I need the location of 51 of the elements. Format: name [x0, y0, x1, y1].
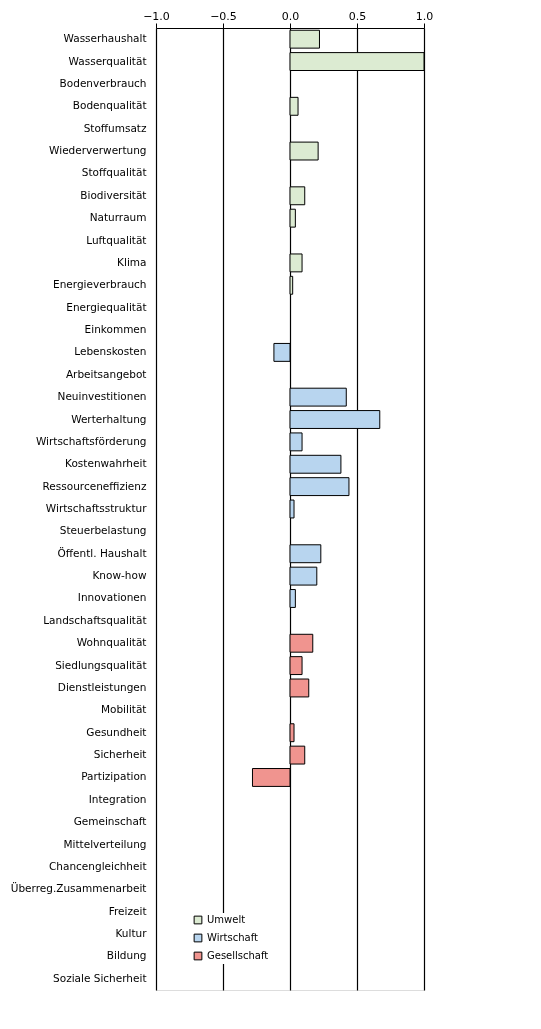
y-tick-label: Naturraum: [89, 211, 147, 224]
y-tick-label: Werterhaltung: [71, 412, 147, 425]
x-tick-label: −1.0: [143, 9, 170, 23]
legend-label: Umwelt: [207, 914, 246, 925]
y-tick-label: Partizipation: [81, 770, 147, 783]
y-tick-label: Biodiversität: [80, 188, 147, 201]
y-tick-label: Wiederverwertung: [49, 144, 147, 157]
y-tick-label: Einkommen: [84, 323, 147, 336]
x-tick-label: 0.0: [281, 9, 300, 23]
y-tick-label: Kostenwahrheit: [65, 457, 147, 470]
y-tick-label: Sicherheit: [93, 748, 147, 761]
y-tick-label: Integration: [88, 792, 147, 805]
y-tick-label: Wasserhaushalt: [63, 32, 147, 45]
y-tick-label: Freizeit: [108, 904, 147, 917]
y-tick-label: Gemeinschaft: [73, 815, 147, 828]
x-tick-label: 1.0: [415, 9, 434, 23]
y-tick-label: Stoffumsatz: [83, 121, 147, 134]
y-tick-label: Kultur: [115, 927, 148, 940]
y-tick-label: Dienstleistungen: [57, 680, 147, 693]
y-tick-label: Luftqualität: [86, 233, 147, 246]
y-tick-label: Bodenverbrauch: [59, 76, 147, 89]
y-tick-label: Wasserqualität: [68, 54, 147, 67]
y-tick-label: Landschaftsqualität: [43, 613, 147, 626]
y-tick-label: Bildung: [106, 949, 147, 962]
y-tick-label: Steuerbelastung: [59, 524, 147, 537]
y-tick-label: Neuinvestitionen: [57, 390, 147, 403]
y-tick-label: Wirtschaftsförderung: [35, 434, 147, 447]
y-tick-label: Wohnqualität: [76, 636, 147, 649]
y-tick-label: Siedlungsqualität: [55, 658, 147, 671]
x-tick-label: −0.5: [210, 9, 237, 23]
y-tick-label: Chancengleichheit: [49, 859, 147, 872]
legend-label: Gesellschaft: [207, 950, 269, 961]
y-tick-label: Innovationen: [77, 591, 147, 604]
y-tick-label: Lebenskosten: [74, 345, 147, 358]
y-tick-label: Mobilität: [100, 703, 147, 716]
y-tick-label: Klima: [117, 255, 147, 268]
y-tick-label: Energiequalität: [66, 300, 147, 313]
y-tick-label: Gesundheit: [86, 725, 147, 738]
y-tick-label: Arbeitsangebot: [65, 367, 147, 380]
y-tick-label: Mittelverteilung: [63, 837, 147, 850]
y-tick-label: Energieverbrauch: [53, 278, 147, 291]
legend-label: Wirtschaft: [207, 932, 258, 943]
y-tick-label: Ressourceneffizienz: [42, 479, 147, 492]
y-tick-label: Know-how: [92, 569, 147, 582]
y-tick-label: Bodenqualität: [72, 99, 147, 112]
y-tick-label: Wirtschaftsstruktur: [45, 502, 148, 514]
y-tick-label: Stoffqualität: [81, 166, 147, 179]
y-tick-label: Überreg.Zusammenarbeit: [10, 882, 147, 895]
y-tick-label: Soziale Sicherheit: [53, 971, 147, 984]
y-tick-label: Öffentl. Haushalt: [57, 546, 147, 559]
x-tick-label: 0.5: [348, 9, 367, 23]
